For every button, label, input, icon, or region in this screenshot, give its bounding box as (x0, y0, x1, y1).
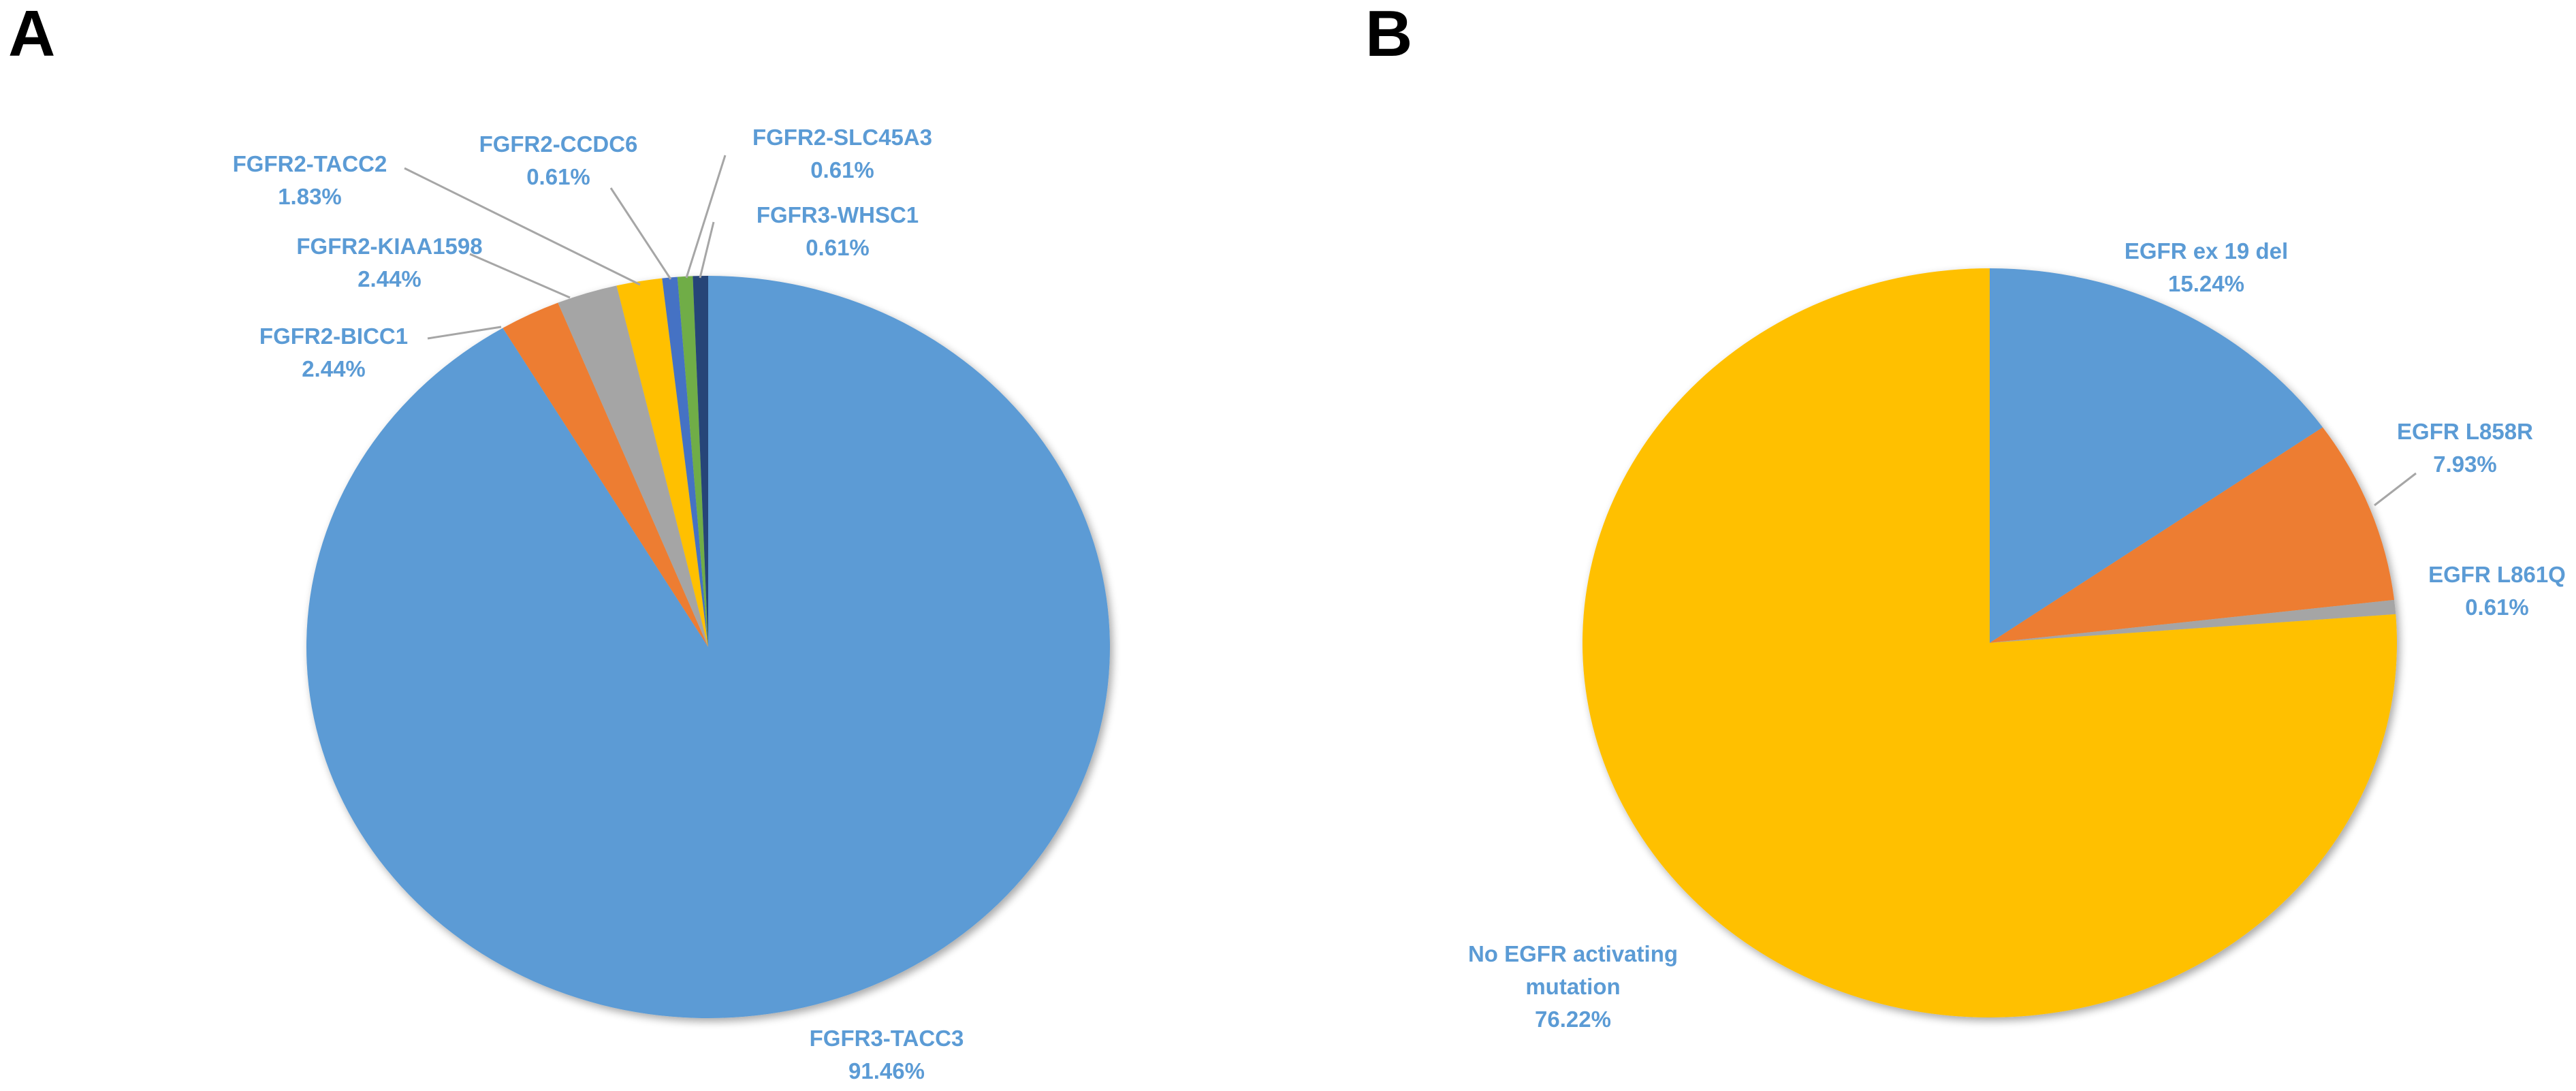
slice-label-egfr-l858r: EGFR L858R (2397, 419, 2533, 444)
slice-label-fgfr2-ccdc6: FGFR2-CCDC6 (479, 131, 638, 157)
slice-label-fgfr3-whsc1: FGFR3-WHSC1 (757, 202, 919, 227)
pie-slice-egfr-l858r (1990, 427, 2395, 643)
pie-slice-fgfr2-tacc2 (616, 278, 708, 647)
slice-percent-fgfr2-slc45a3: 0.61% (810, 157, 874, 183)
pie-chart-a (306, 276, 1110, 1018)
leader-line-fgfr2-kiaa1598 (469, 253, 571, 299)
slice-label-egfr-ex-19-del: EGFR ex 19 del (2125, 238, 2288, 264)
pie-slice-fgfr3-whsc1 (693, 276, 708, 647)
slice-label-fgfr3-tacc3: FGFR3-TACC3 (810, 1026, 964, 1051)
slice-labels-a: FGFR3-TACC3 91.46% FGFR2-BICC1 2.44% FGFR2-K… (233, 125, 964, 1084)
slice-labels-b: EGFR ex 19 del 15.24% EGFR L858R 7.93% EGFR … (1468, 238, 2566, 1032)
slice-label-fgfr2-slc45a3: FGFR2-SLC45A3 (752, 125, 932, 150)
leader-line-egfr-l858r (2374, 472, 2417, 507)
slice-label-no-egfr-activating-mutation: No EGFR activating (1468, 941, 1678, 966)
leader-lines-a (404, 155, 727, 340)
pie-slice-fgfr2-bicc1 (503, 302, 708, 647)
slice-percent-egfr-l858r: 7.93% (2433, 452, 2497, 477)
leader-line-fgfr3-whsc1 (699, 221, 715, 279)
slice-percent-fgfr3-whsc1: 0.61% (806, 235, 870, 260)
slice-label-egfr-l861q: EGFR L861Q (2428, 562, 2566, 587)
pie-slice-fgfr2-kiaa1598 (558, 285, 708, 647)
slice-percent-egfr-l861q: 0.61% (2465, 595, 2529, 620)
slice-percent-fgfr2-ccdc6: 0.61% (526, 164, 590, 189)
leader-line-fgfr2-bicc1 (427, 326, 502, 340)
slice-percent-fgfr3-tacc3: 91.46% (848, 1058, 925, 1084)
slice-label-fgfr2-tacc2: FGFR2-TACC2 (233, 151, 387, 176)
pie-slice-egfr-l861q (1990, 599, 2396, 643)
leader-line-fgfr2-tacc2 (404, 167, 641, 286)
slice-label-fgfr2-bicc1: FGFR2-BICC1 (259, 323, 408, 349)
pie-slice-fgfr2-ccdc6 (662, 276, 708, 647)
slice-percent-no-egfr-activating-mutation: 76.22% (1535, 1007, 1611, 1032)
pie-slice-no-egfr-activating-mutation (1582, 268, 2397, 1018)
pie-slice-egfr-ex-19-del (1990, 268, 2323, 643)
slice-percent-fgfr2-bicc1: 2.44% (302, 356, 366, 381)
panel-b-letter: B (1365, 0, 1412, 70)
leader-line-fgfr2-slc45a3 (685, 155, 727, 279)
slice-percent-egfr-ex-19-del: 15.24% (2168, 271, 2244, 296)
slice-percent-fgfr2-tacc2: 1.83% (278, 184, 342, 209)
leader-line-fgfr2-ccdc6 (609, 187, 672, 280)
pie-chart-b (1582, 268, 2397, 1018)
pie-slice-fgfr2-slc45a3 (677, 276, 708, 647)
slice-percent-fgfr2-kiaa1598: 2.44% (357, 266, 422, 291)
slice-label-fgfr2-kiaa1598: FGFR2-KIAA1598 (296, 234, 482, 259)
panel-a-letter: A (8, 0, 55, 70)
slice-label-no-egfr-activating-mutation: mutation (1525, 974, 1620, 999)
leader-lines-b (2374, 472, 2417, 507)
